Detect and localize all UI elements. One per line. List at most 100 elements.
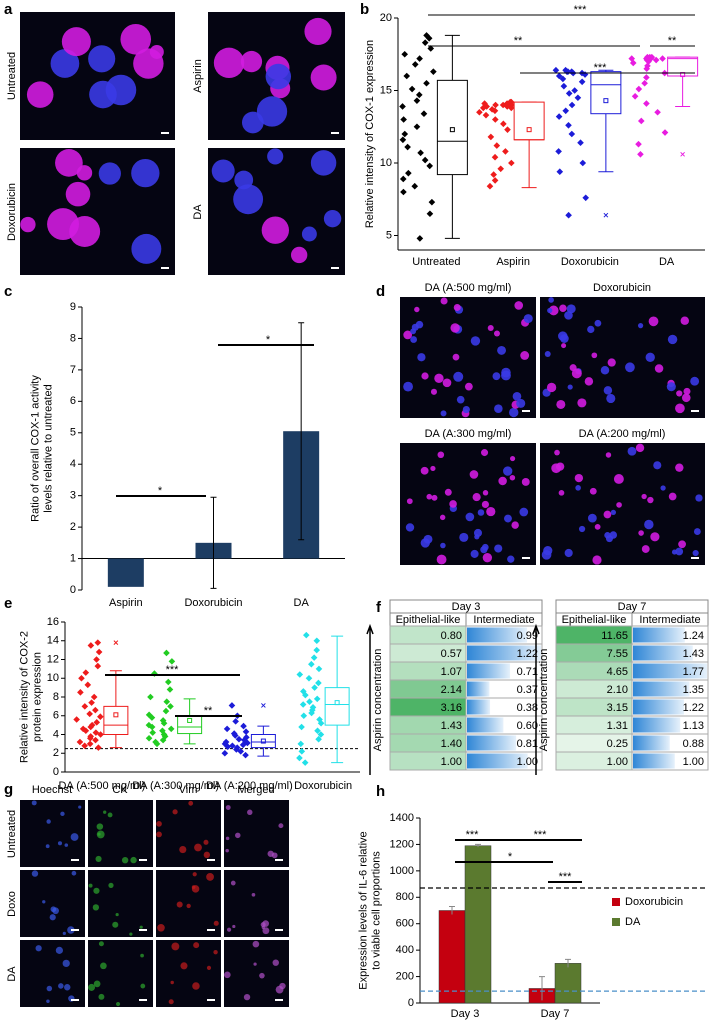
cell bbox=[252, 940, 260, 948]
cell bbox=[440, 542, 446, 549]
y-tick-label: 1000 bbox=[390, 865, 414, 877]
y-tick-label: 1200 bbox=[390, 838, 414, 850]
cell bbox=[641, 493, 647, 500]
data-point bbox=[502, 148, 509, 155]
cell bbox=[430, 388, 437, 395]
cell bbox=[171, 942, 180, 951]
data-point bbox=[223, 725, 231, 733]
data-point bbox=[168, 658, 176, 665]
cell-shade bbox=[556, 698, 632, 716]
cell bbox=[616, 502, 622, 508]
cell bbox=[547, 307, 553, 314]
cell bbox=[179, 845, 187, 854]
cell bbox=[234, 170, 254, 190]
cell bbox=[575, 485, 581, 491]
cell bbox=[472, 493, 481, 502]
cell bbox=[605, 452, 612, 458]
y-axis-label: Ratio of overall COX-1 activity bbox=[29, 375, 41, 522]
cell bbox=[156, 821, 162, 827]
scale-bar bbox=[691, 557, 699, 559]
data-point bbox=[308, 709, 315, 717]
cell bbox=[230, 880, 236, 886]
data-point bbox=[221, 749, 229, 757]
cell bbox=[587, 325, 595, 334]
cell-value: 0.99 bbox=[517, 630, 538, 642]
cell bbox=[95, 855, 102, 862]
data-point bbox=[241, 736, 248, 744]
arrow bbox=[366, 623, 374, 775]
data-point bbox=[562, 107, 570, 115]
micrograph bbox=[156, 870, 221, 937]
cell bbox=[486, 506, 496, 517]
cell bbox=[512, 391, 522, 401]
column-label: CK bbox=[112, 784, 128, 796]
significance-label: ** bbox=[668, 35, 677, 47]
micrograph bbox=[88, 870, 153, 937]
data-point bbox=[81, 742, 88, 750]
data-point bbox=[93, 656, 100, 663]
y-tick-label: 15 bbox=[380, 84, 392, 96]
cell-value: 1.13 bbox=[683, 720, 704, 732]
cell bbox=[301, 226, 317, 242]
cell bbox=[436, 554, 447, 565]
cell bbox=[521, 477, 530, 486]
data-point bbox=[92, 706, 99, 714]
cell-value: 1.00 bbox=[517, 756, 538, 768]
cell bbox=[193, 942, 200, 949]
micrograph bbox=[400, 443, 536, 565]
data-point bbox=[643, 100, 650, 107]
cell bbox=[450, 323, 460, 333]
box bbox=[590, 71, 622, 115]
image-label: DA (A:500 mg/ml) bbox=[425, 282, 512, 294]
cell bbox=[64, 984, 71, 991]
cell bbox=[556, 462, 565, 471]
error-bar bbox=[475, 843, 481, 848]
data-point bbox=[492, 101, 499, 109]
cell bbox=[192, 982, 200, 990]
data-point bbox=[145, 721, 153, 729]
cell-value: 0.71 bbox=[517, 666, 538, 678]
data-point bbox=[229, 742, 236, 750]
data-point bbox=[87, 642, 95, 649]
data-point bbox=[399, 103, 406, 110]
data-point bbox=[635, 85, 643, 93]
cell-shade bbox=[390, 662, 466, 680]
cell bbox=[225, 805, 231, 810]
cell bbox=[459, 532, 469, 542]
cell bbox=[225, 848, 229, 853]
y-tick-label: 8 bbox=[70, 332, 76, 344]
scale-bar bbox=[275, 859, 283, 861]
cell bbox=[654, 364, 664, 373]
data-point bbox=[577, 139, 584, 146]
cell bbox=[635, 443, 645, 453]
cell bbox=[653, 461, 662, 470]
image-label: Aspirin bbox=[192, 59, 204, 93]
cell bbox=[482, 553, 493, 563]
cell bbox=[680, 316, 690, 325]
y-tick-label: 2 bbox=[70, 521, 76, 533]
legend-label: Doxorubicin bbox=[625, 896, 683, 908]
cell bbox=[213, 920, 219, 926]
data-point bbox=[493, 142, 501, 149]
cell bbox=[35, 945, 42, 952]
cell bbox=[225, 836, 230, 841]
cell bbox=[650, 532, 660, 542]
cell bbox=[605, 535, 613, 543]
cell bbox=[410, 336, 418, 343]
data-point bbox=[317, 719, 325, 727]
side-label: Aspirin concentration bbox=[538, 649, 550, 752]
cell-value: 2.10 bbox=[607, 684, 628, 696]
cell bbox=[494, 544, 503, 553]
cell bbox=[240, 50, 263, 73]
data-point bbox=[163, 649, 170, 657]
cell bbox=[641, 545, 650, 553]
data-point bbox=[87, 723, 95, 731]
box bbox=[250, 734, 276, 749]
cell-shade bbox=[556, 680, 632, 698]
cell bbox=[310, 64, 337, 91]
cell bbox=[112, 921, 119, 928]
cell bbox=[442, 378, 452, 388]
y-tick-label: 600 bbox=[396, 918, 414, 930]
cell bbox=[247, 809, 253, 816]
